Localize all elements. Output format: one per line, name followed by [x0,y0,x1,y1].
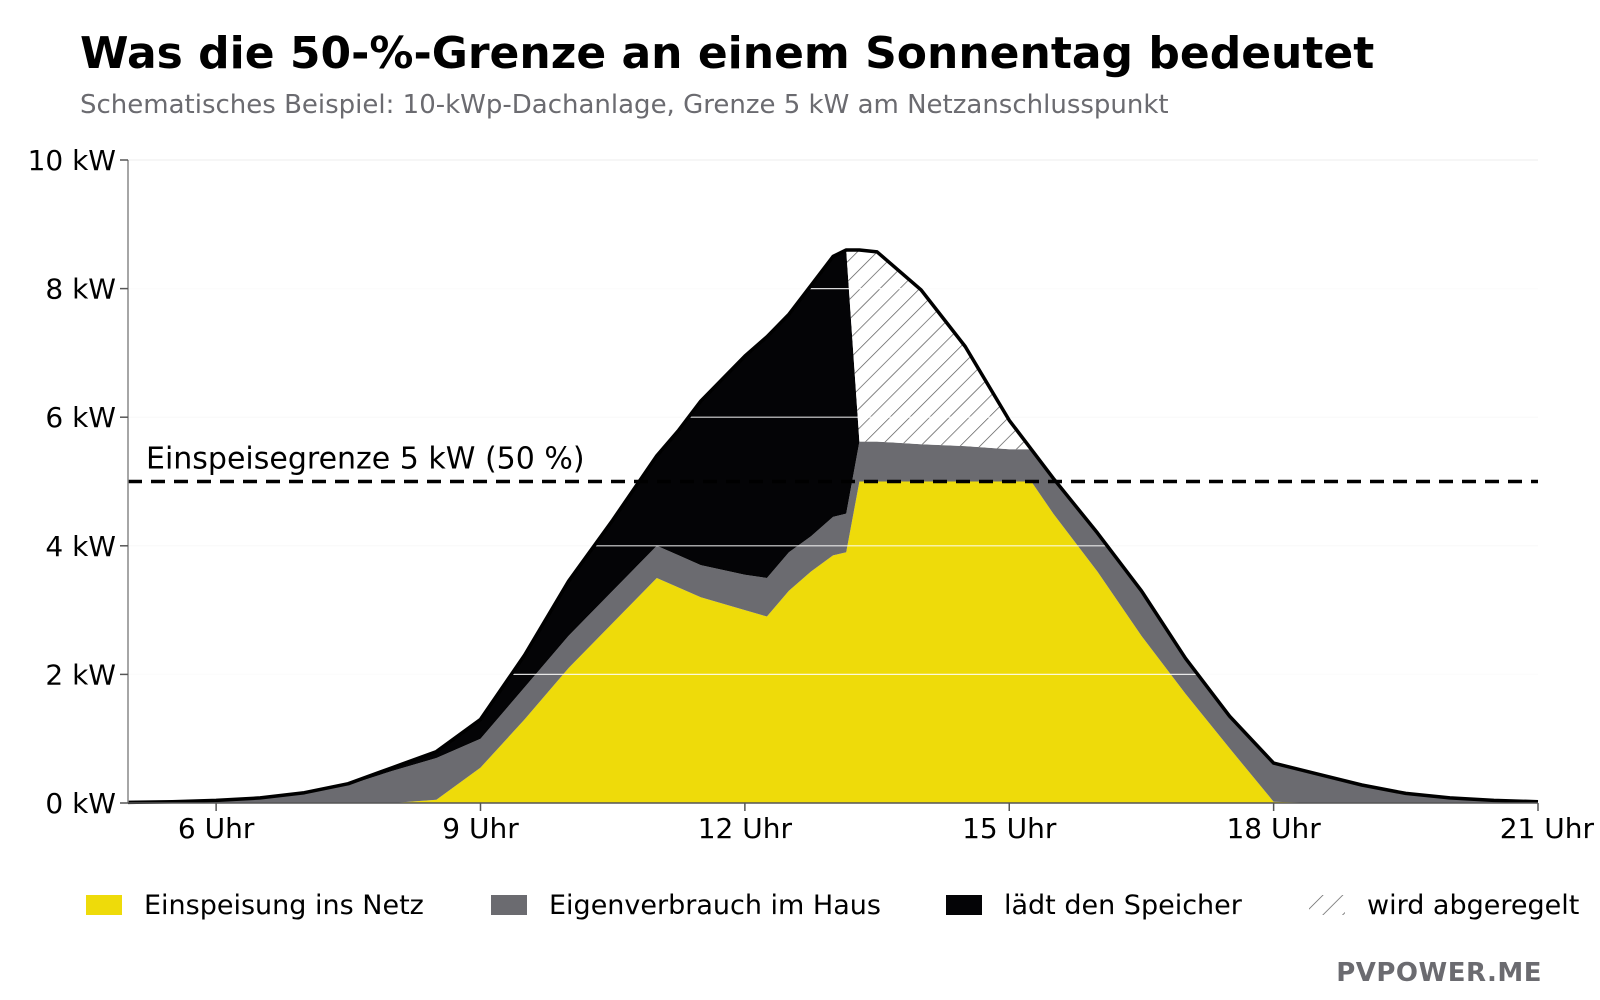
chart-title: Was die 50-%-Grenze an einem Sonnentag b… [80,28,1375,79]
x-tick-label: 9 Uhr [442,812,519,845]
legend-swatch-2 [491,895,527,915]
x-tick-label: 12 Uhr [698,812,793,845]
x-tick-label: 6 Uhr [178,812,255,845]
y-tick-label: 0 kW [45,787,116,820]
legend-label-1: Einspeisung ins Netz [144,890,424,921]
y-tick-label: 6 kW [45,401,116,434]
y-tick-label: 4 kW [45,530,116,563]
legend-swatch-4 [1309,895,1345,915]
x-tick-label: 18 Uhr [1226,812,1321,845]
y-tick-label: 2 kW [45,658,116,691]
overlay-layer: Einspeisegrenze 5 kW (50 %) [127,248,1539,805]
y-tick-label: 8 kW [45,273,116,306]
area-layer [128,250,1538,803]
chart-subtitle: Schematisches Beispiel: 10-kWp-Dachanlag… [80,90,1169,120]
legend-swatch-3 [946,895,982,915]
area-series-1 [128,481,1538,803]
limit-label: Einspeisegrenze 5 kW (50 %) [146,442,585,477]
legend-label-4: wird abgeregelt [1367,890,1579,921]
axes: 0 kW 2 kW 4 kW 6 kW 8 kW 10 kW 6 Uhr 9 Uhr 12 Uh… [28,144,1595,845]
total-generation-line [127,248,1539,805]
x-tick-label: 15 Uhr [962,812,1057,845]
x-tick-label: 21 Uhr [1500,812,1595,845]
legend: Einspeisung ins Netz Eigenverbrauch im Ha… [86,890,1579,921]
legend-swatch-1 [86,895,122,915]
brand-logo-text: PVPOWER.ME [1336,958,1542,988]
legend-label-3: lädt den Speicher [1004,890,1243,921]
legend-label-2: Eigenverbrauch im Haus [549,890,881,921]
area-series-3 [128,250,1538,803]
y-tick-label: 10 kW [28,144,116,177]
